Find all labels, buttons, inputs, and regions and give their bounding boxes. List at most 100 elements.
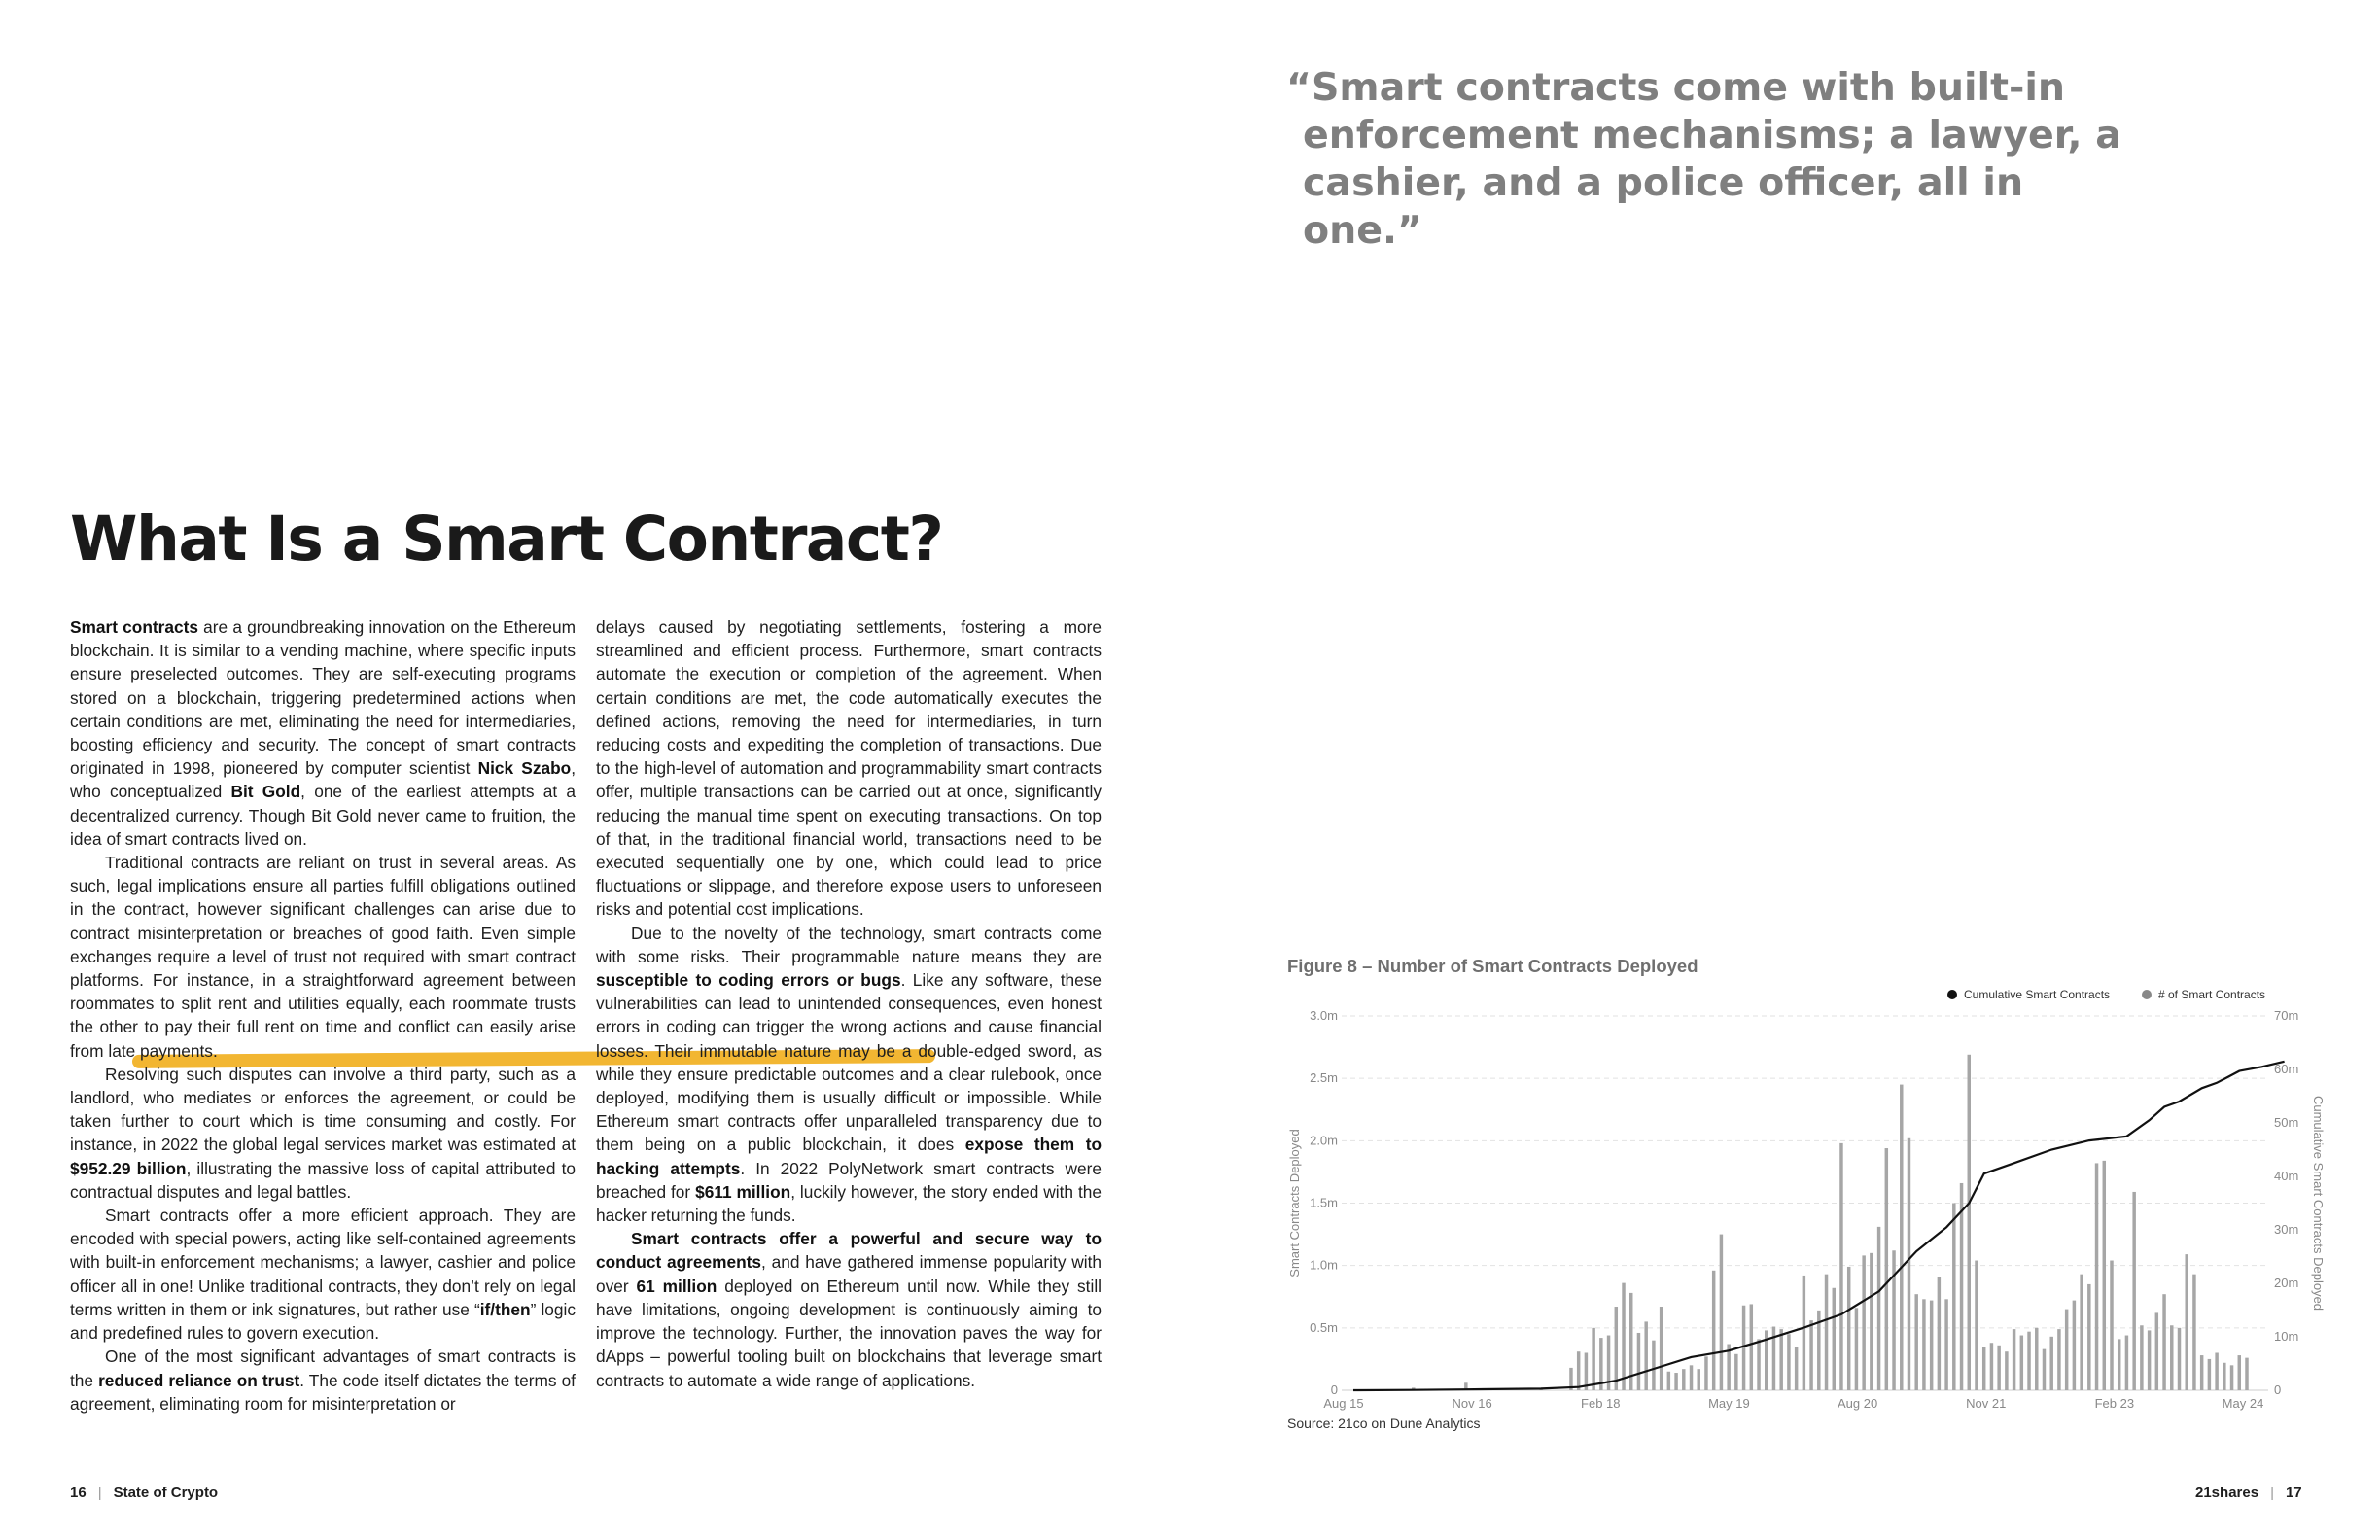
bar <box>1697 1369 1700 1390</box>
bar <box>2170 1325 2174 1390</box>
legend-marker-cumulative <box>1947 990 1957 999</box>
bold-text: Smart contracts <box>70 617 198 637</box>
bold-text: Smart contracts offer a powerful and sec… <box>596 1229 1102 1273</box>
bar <box>2140 1325 2144 1390</box>
bar <box>1862 1255 1866 1390</box>
bar <box>2080 1274 2083 1390</box>
body-column-1: Smart contracts are a groundbreaking inn… <box>70 615 576 1416</box>
y2-tick-label: 70m <box>2274 1008 2298 1023</box>
bar <box>1876 1226 1881 1390</box>
bar <box>1817 1310 1821 1390</box>
y-tick-label: 2.0m <box>1310 1133 1338 1147</box>
bar <box>1975 1260 1978 1390</box>
bar <box>1629 1292 1633 1390</box>
bar <box>2124 1335 2129 1390</box>
y-tick-label: 0.5m <box>1310 1320 1338 1335</box>
bar <box>2027 1331 2031 1390</box>
bar <box>1757 1339 1761 1390</box>
paragraph: delays caused by negotiating settlements… <box>596 615 1102 922</box>
y-tick-label: 3.0m <box>1310 1008 1338 1023</box>
bar <box>1666 1371 1671 1390</box>
bar <box>2177 1327 2182 1390</box>
bar <box>2042 1348 2047 1390</box>
bar <box>1802 1275 1806 1390</box>
bar <box>2207 1358 2212 1390</box>
bar <box>1839 1142 1843 1390</box>
bar <box>1765 1330 1768 1390</box>
bar <box>1689 1365 1694 1390</box>
y2-tick-label: 50m <box>2274 1115 2298 1130</box>
bold-text: if/then <box>479 1299 531 1319</box>
bar <box>2064 1309 2069 1390</box>
bar <box>1652 1340 1656 1390</box>
text-run: . In 2022 PolyNetwork smart contracts we… <box>596 1158 1102 1202</box>
publication-name: State of Crypto <box>113 1485 219 1501</box>
bar <box>1704 1356 1708 1390</box>
bar <box>1952 1203 1956 1390</box>
bar <box>1622 1282 1626 1390</box>
bar <box>1944 1299 1948 1390</box>
bar <box>1614 1307 1619 1390</box>
bar <box>1959 1182 1964 1390</box>
bar <box>2237 1355 2242 1390</box>
y-tick-label: 1.5m <box>1310 1196 1338 1210</box>
paragraph: Smart contracts offer a powerful and sec… <box>596 1227 1102 1391</box>
figure-title: Figure 8 – Number of Smart Contracts Dep… <box>1287 956 1698 976</box>
bar <box>2110 1260 2114 1390</box>
bar <box>2245 1357 2249 1390</box>
brand-name: 21shares <box>2195 1485 2259 1501</box>
legend-label-count: # of Smart Contracts <box>2158 988 2265 1001</box>
y-tick-label: 2.5m <box>1310 1070 1338 1085</box>
x-tick-label: Aug 15 <box>1323 1396 1363 1411</box>
bar <box>1900 1084 1904 1390</box>
bar <box>2215 1352 2219 1390</box>
bar <box>1989 1343 1994 1390</box>
x-tick-label: Nov 21 <box>1966 1396 2006 1411</box>
x-tick-label: May 19 <box>1708 1396 1750 1411</box>
bar <box>1922 1299 1926 1390</box>
page-number: 17 <box>2285 1485 2302 1501</box>
bold-text: reduced reliance on trust <box>98 1370 300 1390</box>
bold-text: $611 million <box>695 1181 791 1202</box>
bar <box>1981 1347 1986 1390</box>
y2-tick-label: 0 <box>2274 1382 2281 1397</box>
text-run: , luckily however, the story ended with … <box>596 1181 1102 1226</box>
text-run: Smart contracts offer a more efficient a… <box>70 1206 576 1319</box>
bar <box>2012 1329 2016 1390</box>
page-number: 16 <box>70 1485 87 1501</box>
bar <box>2035 1327 2039 1390</box>
y2-tick-label: 30m <box>2274 1222 2298 1237</box>
bar <box>1937 1277 1942 1390</box>
bar <box>1771 1326 1776 1390</box>
cumulative-line <box>1352 1060 2285 1392</box>
bar <box>1464 1382 1468 1390</box>
bar <box>2117 1339 2121 1390</box>
bar <box>1929 1300 1934 1390</box>
y-tick-label: 0 <box>1331 1382 1338 1397</box>
paragraph: Resolving such disputes can involve a th… <box>70 1063 576 1204</box>
x-tick-label: Nov 16 <box>1452 1396 1492 1411</box>
bar <box>1719 1234 1724 1390</box>
paragraph: Due to the novelty of the technology, sm… <box>596 922 1102 1228</box>
bar <box>2154 1312 2159 1390</box>
text-run: , who conceptualized <box>70 758 576 802</box>
text-run: deployed on Ethereum until now. While th… <box>596 1276 1102 1390</box>
bold-text: Nick Szabo <box>477 758 572 779</box>
bar <box>2147 1330 2152 1390</box>
bar <box>1832 1287 1836 1390</box>
text-run: Traditional contracts are reliant on tru… <box>70 853 576 1061</box>
bar <box>1592 1327 1595 1390</box>
bar <box>2162 1294 2166 1390</box>
bar <box>1824 1274 1829 1390</box>
page-title: What Is a Smart Contract? <box>70 501 944 1068</box>
bar <box>1967 1054 1971 1390</box>
y2-tick-label: 10m <box>2274 1329 2298 1344</box>
y2-axis-label: Cumulative Smart Contracts Deployed <box>2311 1096 2326 1311</box>
bar <box>2005 1351 2009 1390</box>
x-tick-label: Feb 23 <box>2095 1396 2134 1411</box>
text-run: are a groundbreaking innovation on the E… <box>70 617 576 779</box>
bar <box>1914 1294 1918 1390</box>
bold-text: expose them to hacking attempts <box>596 1135 1102 1178</box>
paragraph: Traditional contracts are reliant on tru… <box>70 851 576 1063</box>
footer-separator: | <box>2270 1485 2274 1501</box>
